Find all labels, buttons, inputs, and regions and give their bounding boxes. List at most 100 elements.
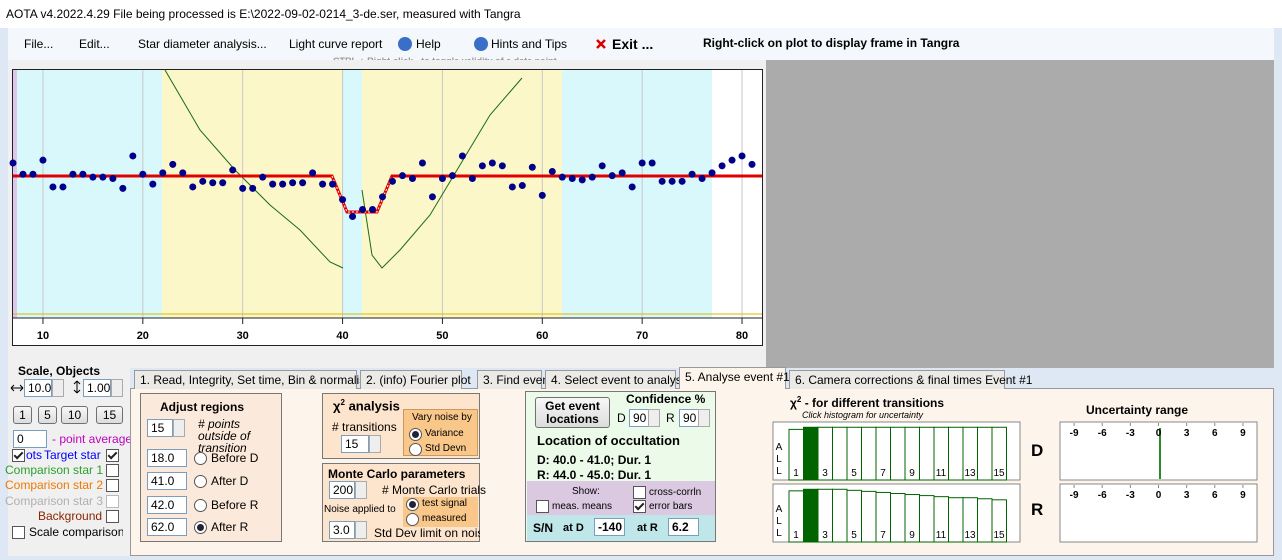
tab[interactable]: 2. (info) Fourier plot [360,370,471,389]
points-input[interactable]: 15 [147,419,173,437]
menu-item[interactable]: Light curve report [289,37,383,51]
trials-label: # Monte Carlo trials [382,483,487,497]
sn-d: -140 [594,518,625,536]
region-input[interactable]: 18.0 [147,449,187,467]
series-label: R [1031,500,1044,519]
sn-at-d: at D [563,522,584,534]
y-scale-input[interactable]: 1.00 [83,379,111,397]
exit-icon [596,39,606,49]
spinner[interactable] [355,481,367,499]
object-label: Target star [44,448,101,462]
radio[interactable] [194,499,207,512]
location-line: R: 44.0 - 45.0; Dur. 1 [537,469,652,480]
std-limit-input[interactable]: 3.0 [329,521,355,539]
location-title: Location of occultation [537,433,680,448]
sn-r: 6.2 [668,518,699,536]
group-title: Adjust regions [160,400,245,414]
option-label: Variance [425,428,464,439]
transitions-input[interactable]: 15 [341,435,369,453]
title-text: - for different transitions [804,396,945,410]
menu-item[interactable]: Star diameter analysis... [138,37,267,51]
std-limit-label: Std Dev limit on noise [374,526,480,540]
h-scale-icon [10,384,24,392]
radio[interactable] [194,452,207,465]
trials-input[interactable]: 200 [329,481,355,499]
d-label: D [617,411,626,425]
region-input[interactable]: 42.0 [147,496,187,514]
menu-item[interactable]: Help [416,37,441,51]
checkbox[interactable] [106,449,119,462]
zoom-button[interactable]: 10 [61,406,88,424]
check-label: meas. means [552,501,613,512]
menu-item[interactable]: File... [24,37,54,51]
help-icon [398,37,412,51]
menu-item[interactable]: Edit... [79,37,110,51]
histogram-title: χ2 - for different transitions [790,395,944,410]
radio[interactable] [409,443,422,456]
spinner[interactable] [111,379,123,397]
noise-label: Noise applied to [324,504,396,515]
average-label: - point average [52,432,133,446]
location-clip: R: 44.0 - 45.0; Dur. 1 [526,469,715,480]
zoom-button[interactable]: 15 [96,406,123,424]
title-bar [0,0,1282,28]
tab[interactable]: 6. Camera corrections & final times Even… [789,370,1032,389]
region-input[interactable]: 62.0 [147,518,187,536]
checkbox[interactable] [633,500,646,513]
option-label: measured [422,513,467,524]
region-input[interactable]: 41.0 [147,472,187,490]
d-confidence[interactable]: 90 [629,409,649,427]
confidence-label: Confidence % [626,392,706,406]
spinner[interactable] [173,419,185,437]
checkbox[interactable] [106,479,119,492]
checkbox[interactable] [106,464,119,477]
radio[interactable] [406,513,419,526]
x-scale-input[interactable]: 10.0 [24,379,52,397]
menu-hint: Right-click on plot to display frame in … [703,36,960,50]
region-label: Before D [211,451,259,465]
spinner[interactable] [355,521,367,539]
radio[interactable] [194,475,207,488]
spinner[interactable] [52,379,64,397]
radio[interactable] [406,498,419,511]
checkbox[interactable] [633,486,646,499]
spinner[interactable] [648,409,660,427]
menu-bar [8,28,1274,60]
menu-item[interactable]: Exit ... [612,36,654,52]
r-confidence[interactable]: 90 [679,409,699,427]
checkbox[interactable] [12,526,25,539]
radio[interactable] [194,521,207,534]
scale-comparisons-label: Scale comparisons [29,525,123,539]
menu-item[interactable]: Hints and Tips [491,37,568,51]
spinner[interactable] [698,409,710,427]
sn-label: S/N [533,521,554,535]
object-label: Comparison star 2 [5,478,104,492]
tab[interactable]: 3. Find events [477,370,558,389]
zoom-button[interactable]: 5 [38,406,57,424]
workspace [766,60,1274,368]
object-label: Background [38,509,103,523]
object-label: Comparison star 3 [5,494,104,508]
tab-selected[interactable]: 5. Analyse event #1 [679,367,790,389]
spinner[interactable] [369,435,381,453]
location-line: D: 40.0 - 41.0; Dur. 1 [537,453,652,467]
panel-title: Scale, Objects [18,364,101,378]
average-combo[interactable]: 0 [13,430,47,448]
checkbox[interactable] [536,500,549,513]
check-label: cross-corrln [649,487,702,498]
radio[interactable] [409,428,422,441]
checkbox[interactable] [106,510,119,523]
zoom-button[interactable]: 1 [13,406,32,424]
plot-box [12,69,763,346]
chi-symbol: χ [790,396,797,410]
tab[interactable]: 4. Select event to analyse [545,370,688,389]
checkbox[interactable] [106,495,119,508]
get-locations-button[interactable]: Get event locations [535,397,610,428]
superscript: 2 [796,395,802,404]
group-title: χ2 analysis [333,398,400,413]
checkbox[interactable] [12,449,25,462]
region-label: Before R [211,498,259,512]
tab[interactable]: 1. Read, Integrity, Set time, Bin & norm… [134,370,372,389]
